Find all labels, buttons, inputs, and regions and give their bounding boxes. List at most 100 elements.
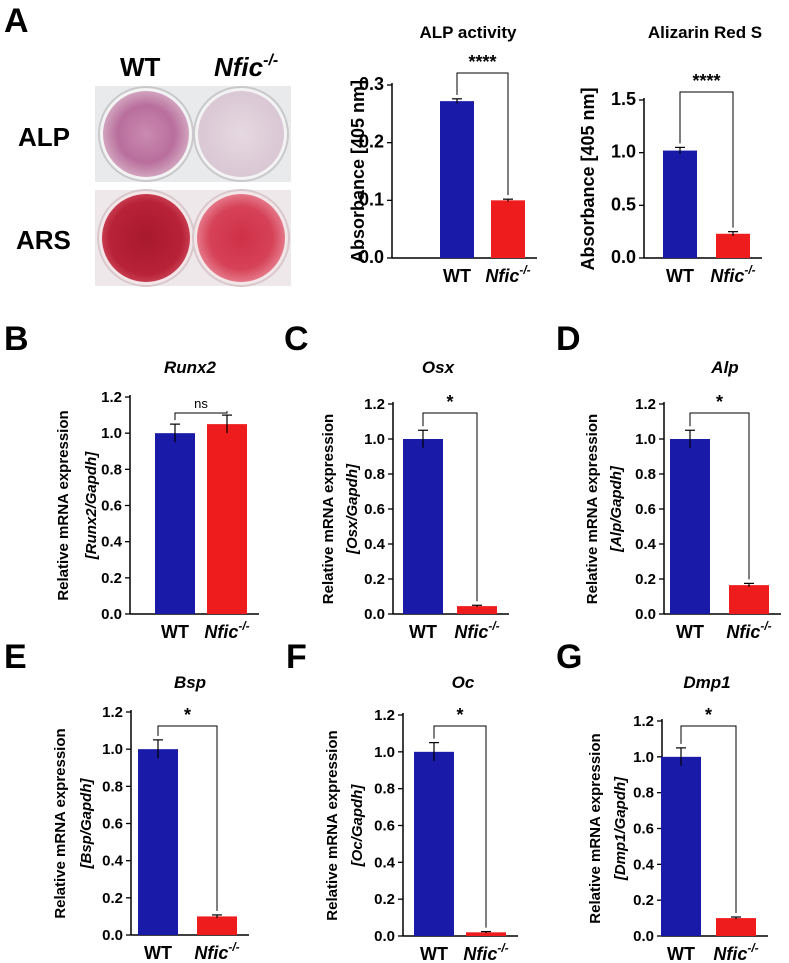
significance-label: * (456, 705, 463, 725)
bar-wt (670, 439, 710, 614)
y-tick-label: 0.8 (101, 461, 122, 478)
bar-nfic (716, 918, 756, 936)
bar-wt (414, 751, 454, 936)
significance-bracket (422, 412, 478, 602)
chart-title: Oc (452, 673, 475, 692)
y-tick-label: 0.2 (635, 571, 656, 588)
y-tick-label: 0.0 (633, 928, 654, 945)
chart-title: Bsp (174, 673, 206, 692)
y-axis-label: Relative mRNA expression (52, 728, 69, 918)
y-tick-label: 1.2 (374, 707, 395, 724)
y-tick-label: 0.2 (101, 570, 122, 587)
alp-stain-photo (95, 86, 291, 182)
y-axis-label: Relative mRNA expression (324, 730, 341, 920)
y-tick-label: 0.0 (364, 606, 385, 623)
bar-wt (440, 101, 474, 258)
y-tick-label: 1.2 (635, 396, 656, 413)
significance-bracket (679, 91, 734, 228)
significance-label: * (705, 705, 712, 725)
y-axis-label-2: [Oc/Gapdh] (349, 784, 366, 868)
x-category-label: WT (666, 266, 694, 286)
y-tick-label: 1.0 (374, 744, 395, 761)
y-tick-label: 0.0 (101, 606, 122, 623)
y-axis-label-2: [Osx/Gapdh] (344, 463, 361, 555)
y-tick-label: 0.1 (359, 189, 384, 209)
y-axis-label: Absorbance [405 nm] (578, 87, 598, 270)
x-category-label: WT (443, 266, 471, 286)
y-tick-label: 1.2 (101, 389, 122, 406)
chart-title: Dmp1 (683, 673, 730, 692)
chart-title: ALP activity (419, 23, 517, 42)
significance-bracket (689, 412, 750, 580)
chart-title: Osx (422, 358, 456, 377)
chart-title: Alp (710, 358, 738, 377)
y-tick-label: 0.0 (359, 247, 384, 267)
significance-label: ns (194, 396, 208, 411)
panel-label-a: A (4, 2, 29, 40)
y-tick-label: 1.0 (611, 142, 636, 162)
panel-label: B (4, 320, 29, 358)
y-tick-label: 0.8 (374, 781, 395, 798)
y-axis-label-2: [Bsp/Gapdh] (78, 778, 95, 870)
y-tick-label: 0.2 (633, 892, 654, 909)
chart-alp: D Alp 0.0 0.2 0.4 0.6 0.8 1.0 1.2 Relative mRNA e… (556, 320, 781, 642)
significance-label: * (446, 392, 453, 412)
panel-label: D (556, 320, 581, 358)
ars-stain-photo (95, 189, 291, 287)
significance-bracket (157, 725, 218, 911)
photo-row-label-ars: ARS (16, 225, 71, 255)
x-category-label: Nfic-/- (454, 619, 499, 642)
y-tick-label: 1.0 (364, 431, 385, 448)
photo-col-label-ko: Nfic-/- (214, 52, 278, 82)
y-tick-label: 1.0 (102, 741, 123, 758)
x-category-label: Nfic-/- (726, 619, 771, 642)
y-tick-label: 0.4 (633, 856, 655, 873)
y-axis-label: Relative mRNA expression (320, 414, 337, 604)
panel-label: G (556, 638, 582, 676)
y-tick-label: 0.4 (101, 534, 123, 551)
y-tick-label: 0.4 (635, 536, 657, 553)
chart-bsp: E Bsp 0.0 0.2 0.4 0.6 0.8 1.0 1.2 Relative mRNA e… (4, 638, 249, 963)
y-tick-label: 1.0 (633, 749, 654, 766)
y-tick-label: 1.0 (635, 431, 656, 448)
bar-wt (661, 756, 701, 936)
y-tick-label: 0.8 (635, 466, 656, 483)
y-tick-label: 0.0 (374, 928, 395, 945)
y-tick-label: 0.6 (364, 501, 385, 518)
y-tick-label: 0.0 (611, 247, 636, 267)
y-tick-label: 0.0 (635, 606, 656, 623)
y-axis-label: Relative mRNA expression (584, 414, 601, 604)
y-tick-label: 0.2 (359, 132, 384, 152)
significance-bracket (680, 725, 737, 914)
y-tick-label: 0.3 (359, 74, 384, 94)
y-tick-label: 0.6 (102, 816, 123, 833)
bar-wt (663, 150, 697, 258)
y-tick-label: 0.6 (633, 821, 654, 838)
photo-row-label-alp: ALP (18, 122, 70, 152)
y-tick-label: 1.5 (611, 89, 636, 109)
chart-oc: F Oc 0.0 0.2 0.4 0.6 0.8 1.0 1.2 Relative mRNA ex… (286, 638, 518, 963)
bar-nfic (716, 233, 750, 258)
y-tick-label: 1.2 (364, 396, 385, 413)
y-tick-label: 0.4 (374, 854, 396, 871)
x-category-label: WT (161, 622, 189, 642)
bar-wt (155, 433, 195, 614)
bar-wt (138, 749, 178, 935)
x-category-label: Nfic-/- (710, 263, 755, 286)
y-tick-label: 0.6 (635, 501, 656, 518)
y-tick-label: 1.2 (633, 713, 654, 730)
chart-alizarin-red: Alizarin Red S 0.0 0.5 1.0 1.5 Absorbance [40… (578, 23, 762, 286)
y-axis-label-2: [Dmp1/Gapdh] (612, 776, 629, 881)
chart-dmp1: G Dmp1 0.0 0.2 0.4 0.6 0.8 1.0 1.2 Relative mRNA … (556, 638, 768, 963)
x-category-label: Nfic-/- (194, 940, 239, 963)
y-axis-label-2: [Runx2/Gapdh] (83, 451, 100, 561)
x-category-label: WT (667, 944, 695, 963)
significance-label: * (184, 705, 191, 725)
y-tick-label: 0.2 (374, 891, 395, 908)
y-tick-label: 0.2 (364, 571, 385, 588)
y-tick-label: 0.5 (611, 194, 636, 214)
panel-label: F (286, 638, 307, 676)
x-category-label: Nfic-/- (204, 619, 249, 642)
x-category-label: WT (144, 943, 172, 963)
